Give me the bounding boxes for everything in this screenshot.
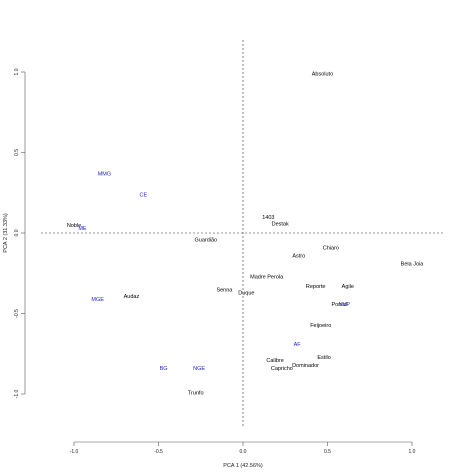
y-tick-label: -0.5 bbox=[14, 309, 20, 318]
genotype-label: Audaz bbox=[124, 294, 140, 300]
genotype-label: Duque bbox=[238, 291, 254, 297]
genotype-label: 1403 bbox=[262, 215, 274, 221]
genotype-label: Dominador bbox=[292, 363, 319, 369]
variable-label: NGE bbox=[193, 366, 205, 372]
y-tick-label: 0.5 bbox=[14, 149, 20, 156]
y-axis: -1.0 -0.5 0.0 0.5 1.0 bbox=[14, 68, 26, 398]
genotype-label: Pontal bbox=[332, 302, 348, 308]
genotype-label: Chiaro bbox=[323, 245, 339, 251]
genotype-label: Capricho bbox=[271, 366, 293, 372]
genotype-label: Feijoeiro bbox=[310, 323, 331, 329]
genotype-label: Calibre bbox=[266, 358, 283, 364]
genotype-label: Absoluto bbox=[312, 72, 333, 78]
variable-label: CE bbox=[139, 192, 147, 198]
x-tick-label: -1.0 bbox=[70, 449, 79, 455]
variable-label: ME bbox=[78, 226, 87, 232]
x-tick-label: 0.0 bbox=[240, 449, 247, 455]
genotype-label: Estilo bbox=[317, 355, 330, 361]
variable-label: NVP bbox=[339, 302, 351, 308]
genotype-label: Senna bbox=[216, 287, 233, 293]
x-axis-title: PCA 1 (42.56%) bbox=[223, 463, 263, 469]
reference-lines bbox=[41, 40, 443, 428]
genotype-label: Guardião bbox=[194, 237, 217, 243]
genotype-label: Agile bbox=[342, 284, 354, 290]
variable-label: BG bbox=[160, 366, 168, 372]
variable-label: MGE bbox=[91, 297, 104, 303]
y-tick-label: 0.0 bbox=[14, 229, 20, 236]
genotype-label: Trunfo bbox=[188, 390, 204, 396]
x-tick-label: -0.5 bbox=[154, 449, 163, 455]
x-tick-label: 1.0 bbox=[409, 449, 416, 455]
y-axis-title: PCA 2 (31.33%) bbox=[3, 213, 9, 253]
genotype-label: Reporte bbox=[306, 284, 326, 290]
y-tick-label: -1.0 bbox=[14, 389, 20, 398]
genotype-label: Destak bbox=[272, 221, 289, 227]
variable-label: AF bbox=[294, 342, 302, 348]
genotype-label: Astro bbox=[292, 254, 305, 260]
y-tick-label: 1.0 bbox=[14, 68, 20, 75]
genotype-label: Noble bbox=[67, 223, 81, 229]
x-tick-label: 0.5 bbox=[324, 449, 331, 455]
genotype-label: Madre Perola bbox=[250, 274, 284, 280]
genotype-label: Bela Joia bbox=[401, 262, 425, 268]
x-axis: -1.0 -0.5 0.0 0.5 1.0 bbox=[70, 441, 416, 455]
variable-label: MMG bbox=[98, 171, 111, 177]
